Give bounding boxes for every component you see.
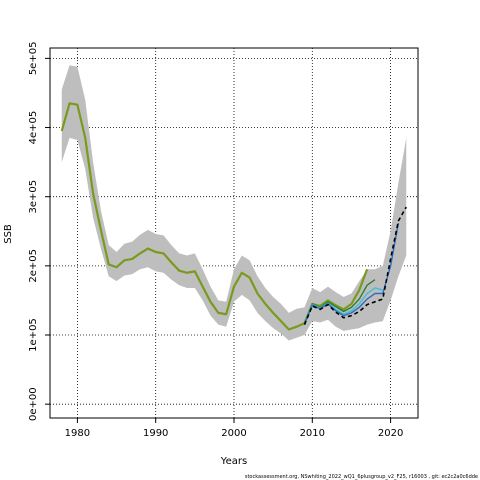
y-axis: 0e+00 1e+05 2e+05 3e+05 4e+05 5e+05 xyxy=(28,42,50,421)
y-axis-title: SSB xyxy=(3,224,14,244)
y-tick-label-4: 4e+05 xyxy=(28,111,39,145)
series-lines xyxy=(60,102,407,331)
x-tick-label-2: 2000 xyxy=(221,428,246,439)
y-tick-label-0: 0e+00 xyxy=(28,387,39,421)
x-tick-label-3: 2010 xyxy=(300,428,325,439)
x-tick-label-0: 1980 xyxy=(65,428,90,439)
grid-lines xyxy=(50,48,418,418)
x-axis: 1980 1990 2000 2010 2020 xyxy=(65,418,403,439)
y-tick-label-5: 5e+05 xyxy=(28,42,39,76)
y-tick-label-1: 1e+05 xyxy=(28,318,39,352)
y-tick-label-2: 2e+05 xyxy=(28,249,39,283)
footer-note: stockassessment.org, NSwhiting_2022_wQ1_… xyxy=(245,474,478,480)
series-line-4 xyxy=(303,206,407,325)
x-axis-title: Years xyxy=(220,456,247,467)
x-tick-label-4: 2020 xyxy=(378,428,403,439)
x-tick-label-1: 1990 xyxy=(143,428,168,439)
y-tick-label-3: 3e+05 xyxy=(28,180,39,214)
